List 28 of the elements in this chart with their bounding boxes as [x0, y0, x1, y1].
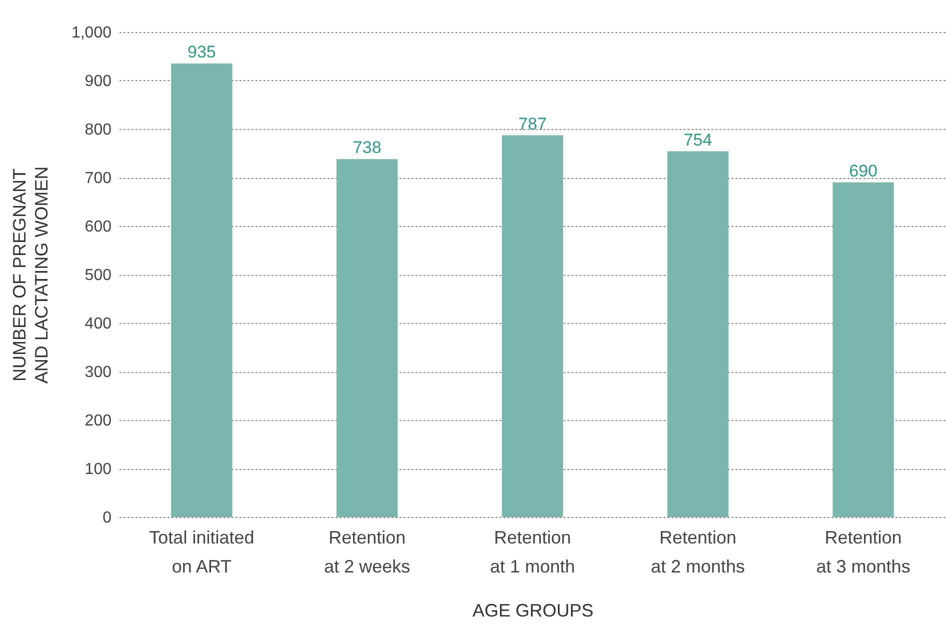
x-tick-label: Retention at 1 month [490, 528, 576, 576]
data-label: 787 [518, 114, 547, 134]
bar [502, 135, 564, 517]
x-tick-label: Retention at 2 weeks [324, 528, 410, 576]
data-label: 754 [684, 130, 712, 150]
y-tick-label: 0 [102, 510, 112, 526]
data-label: 738 [352, 138, 382, 158]
x-tick-label: Total initiated on ART [149, 528, 254, 576]
y-tick-label: 300 [84, 364, 112, 381]
data-label: 935 [188, 42, 216, 62]
y-tick-label: 200 [84, 412, 112, 430]
y-tick-label: 900 [84, 73, 112, 90]
bar [667, 151, 728, 517]
x-tick-label: Retention at 2 months [650, 528, 745, 576]
bar [171, 64, 232, 517]
data-label: 690 [849, 161, 878, 180]
y-tick-label: 600 [84, 218, 112, 236]
bar [336, 159, 398, 517]
y-tick-label: 400 [84, 316, 112, 332]
y-tick-label: 1,000 [71, 24, 112, 42]
x-tick-label: Retention at 3 months [816, 528, 910, 576]
y-tick-label: 100 [84, 461, 112, 478]
bar [832, 182, 894, 517]
y-axis-title: NUMBER OF PREGNANT AND LACTATING WOMEN [9, 166, 52, 384]
y-tick-label: 700 [84, 170, 112, 187]
x-axis-title: AGE GROUPS [472, 600, 594, 620]
y-tick-label: 800 [84, 122, 112, 138]
y-tick-label: 500 [84, 267, 112, 284]
